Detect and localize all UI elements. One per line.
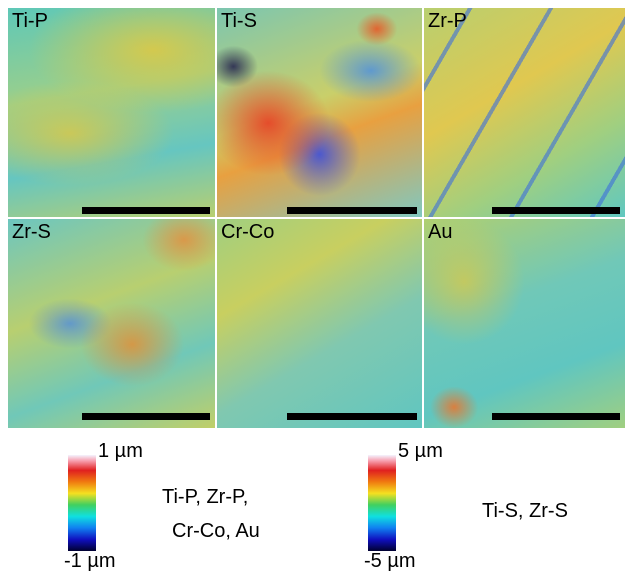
panel-label: Ti-S (221, 10, 257, 33)
panel-label: Ti-P (12, 10, 48, 33)
afm-panel: Zr-S (8, 219, 215, 428)
afm-panel: Cr-Co (217, 219, 422, 428)
afm-panel: Zr-P (424, 8, 625, 217)
scale-bar (492, 207, 620, 214)
colorbar (68, 455, 96, 551)
panel-label: Zr-P (428, 10, 467, 33)
scale-bar (287, 207, 417, 214)
scale-bar (82, 207, 210, 214)
colorbar-max: 5 µm (398, 440, 443, 463)
panel-label: Zr-S (12, 221, 51, 244)
scale-bar (82, 413, 210, 420)
panel-label: Cr-Co (221, 221, 274, 244)
colorbar-samples: Ti-S, Zr-S (482, 500, 568, 523)
colorbar-samples: Cr-Co, Au (172, 520, 260, 543)
colorbar-min: -1 µm (64, 550, 116, 573)
figure: {"panels": [{"label": "Ti-P"}, {"label":… (0, 0, 625, 574)
afm-panel: Ti-P (8, 8, 215, 217)
colorbar-samples: Ti-P, Zr-P, (162, 486, 248, 509)
afm-panel: Au (424, 219, 625, 428)
scale-bar (492, 413, 620, 420)
colorbar-min: -5 µm (364, 550, 416, 573)
panel-label: Au (428, 221, 452, 244)
afm-panel: Ti-S (217, 8, 422, 217)
scale-bar (287, 413, 417, 420)
colorbar (368, 455, 396, 551)
colorbar-max: 1 µm (98, 440, 143, 463)
